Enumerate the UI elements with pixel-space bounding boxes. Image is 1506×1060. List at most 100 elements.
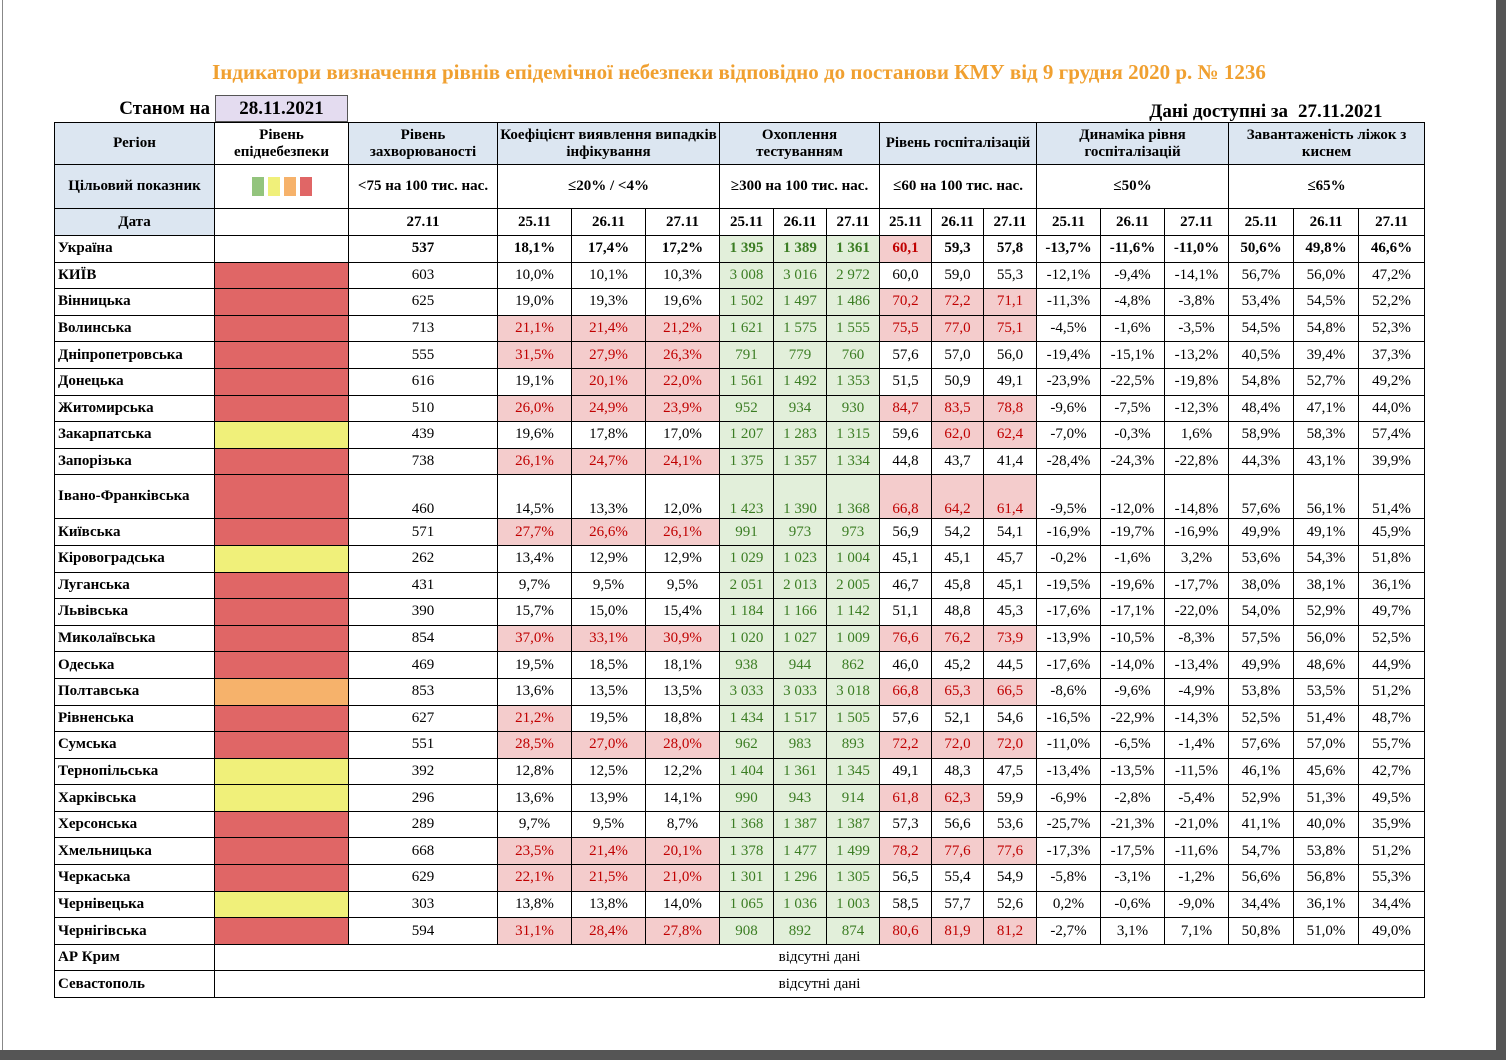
region-name: Чернігівська — [54, 917, 215, 945]
value-cell: 24,7% — [571, 447, 646, 476]
value-cell: -28,4% — [1036, 447, 1102, 476]
value-cell: 3,1% — [1100, 917, 1166, 945]
value-cell: 26,1% — [644, 518, 721, 546]
date-header: 25.11 — [1228, 208, 1295, 236]
region-name: Вінницька — [54, 288, 215, 316]
value-cell: 1 497 — [773, 288, 828, 316]
value-cell: 10,0% — [497, 261, 572, 290]
region-name: Хмельницька — [54, 837, 215, 866]
value-cell: 1 575 — [773, 314, 828, 343]
level-indicator — [214, 890, 349, 919]
value-cell: -17,5% — [1100, 837, 1166, 866]
level-icon — [283, 177, 296, 196]
region-name: Миколаївська — [54, 624, 215, 653]
value-cell: 10,1% — [571, 261, 646, 290]
level-header: Рівень епіднебезпеки — [214, 122, 349, 165]
value-cell: 14,0% — [644, 890, 721, 919]
value-cell: 38,0% — [1228, 571, 1295, 600]
value-cell: 1 207 — [719, 421, 775, 449]
value-cell: 49,1 — [983, 367, 1038, 396]
value-cell: 13,9% — [571, 784, 646, 812]
date-header: 27.11 — [826, 208, 881, 236]
value-cell: 19,3% — [571, 288, 646, 316]
region-name: Рівненська — [54, 704, 215, 733]
value-cell: 75,1 — [983, 314, 1038, 343]
value-cell: 1 378 — [719, 837, 775, 866]
level-indicator — [214, 518, 349, 546]
value-cell: 57,5% — [1228, 624, 1295, 653]
value-cell: 3,2% — [1164, 544, 1230, 573]
region-name: Київська — [54, 518, 215, 546]
value-cell: 45,1 — [983, 571, 1038, 600]
data-row: Дніпропетровська 555 31,5% 27,9% 26,3% 791 779… — [54, 341, 1426, 369]
value-cell: 48,3 — [931, 757, 985, 786]
value-cell: 57,4% — [1358, 421, 1426, 449]
value-cell: -11,6% — [1100, 235, 1166, 263]
value-cell: 64,2 — [931, 474, 985, 520]
value-cell: 15,4% — [644, 598, 721, 626]
value-cell: 36,1% — [1293, 890, 1360, 919]
value-cell: 12,0% — [644, 474, 721, 520]
value-cell: 23,5% — [497, 837, 572, 866]
value-cell: 943 — [773, 784, 828, 812]
data-row: Львівська 390 15,7% 15,0% 15,4% 1 184 1 166 1 1… — [54, 598, 1426, 626]
value-cell: 80,6 — [879, 917, 933, 945]
value-cell: 930 — [826, 394, 881, 423]
value-cell: 12,2% — [644, 757, 721, 786]
value-cell: 54,2 — [931, 518, 985, 546]
value-cell: -13,9% — [1036, 624, 1102, 653]
value-cell: -12,0% — [1100, 474, 1166, 520]
value-cell: -13,4% — [1036, 757, 1102, 786]
value-cell: 45,8 — [931, 571, 985, 600]
value-cell: 26,1% — [497, 447, 572, 476]
value-cell: 35,9% — [1358, 810, 1426, 839]
value-cell: -4,5% — [1036, 314, 1102, 343]
value-cell: 54,9 — [983, 864, 1038, 892]
value-cell: 48,8 — [931, 598, 985, 626]
value-cell: 33,1% — [571, 624, 646, 653]
value-cell: 22,0% — [644, 367, 721, 396]
value-cell: 616 — [348, 367, 498, 396]
value-cell: 49,1 — [879, 757, 933, 786]
data-row: Вінницька 625 19,0% 19,3% 19,6% 1 502 1 497 1 4… — [54, 288, 1426, 316]
value-cell: 983 — [773, 731, 828, 759]
value-cell: 54,7% — [1228, 837, 1295, 866]
value-cell: 3 016 — [773, 261, 828, 290]
value-cell: -24,3% — [1100, 447, 1166, 476]
group-header: Рівень захворюваності — [348, 122, 498, 165]
value-cell: 44,8 — [879, 447, 933, 476]
value-cell: 13,6% — [497, 784, 572, 812]
value-cell: 47,2% — [1358, 261, 1426, 290]
value-cell: -16,5% — [1036, 704, 1102, 733]
value-cell: 53,4% — [1228, 288, 1295, 316]
group-header: Коефіцієнт виявлення випадків інфікуванн… — [496, 122, 721, 165]
value-cell: 30,9% — [644, 624, 721, 653]
value-cell: 56,7% — [1228, 261, 1295, 290]
value-cell: 52,5% — [1228, 704, 1295, 733]
date-header: 25.11 — [497, 208, 572, 236]
value-cell: 13,8% — [497, 890, 572, 919]
value-cell: 390 — [348, 598, 498, 626]
value-cell: -6,9% — [1036, 784, 1102, 812]
data-row: Одеська 469 19,5% 18,5% 18,1% 938 944 862 46,0 45… — [54, 651, 1426, 679]
data-row: Чернігівська 594 31,1% 28,4% 27,8% 908 892 874 8… — [54, 917, 1426, 945]
value-cell: 49,0% — [1358, 917, 1426, 945]
value-cell: -12,1% — [1036, 261, 1102, 290]
value-cell: 1 023 — [773, 544, 828, 573]
data-row: Хмельницька 668 23,5% 21,4% 20,1% 1 378 1 477 1… — [54, 837, 1426, 866]
value-cell: 55,3 — [983, 261, 1038, 290]
value-cell: 51,1 — [879, 598, 933, 626]
value-cell: 84,7 — [879, 394, 933, 423]
value-cell: 59,9 — [983, 784, 1038, 812]
value-cell: 973 — [773, 518, 828, 546]
region-name: Дніпропетровська — [54, 341, 215, 369]
value-cell: 23,9% — [644, 394, 721, 423]
value-cell: -3,8% — [1164, 288, 1230, 316]
value-cell: 62,0 — [931, 421, 985, 449]
value-cell: 625 — [348, 288, 498, 316]
value-cell: -1,6% — [1100, 314, 1166, 343]
value-cell: 34,4% — [1228, 890, 1295, 919]
value-cell: 9,5% — [571, 571, 646, 600]
value-cell: 26,3% — [644, 341, 721, 369]
region-name: Волинська — [54, 314, 215, 343]
